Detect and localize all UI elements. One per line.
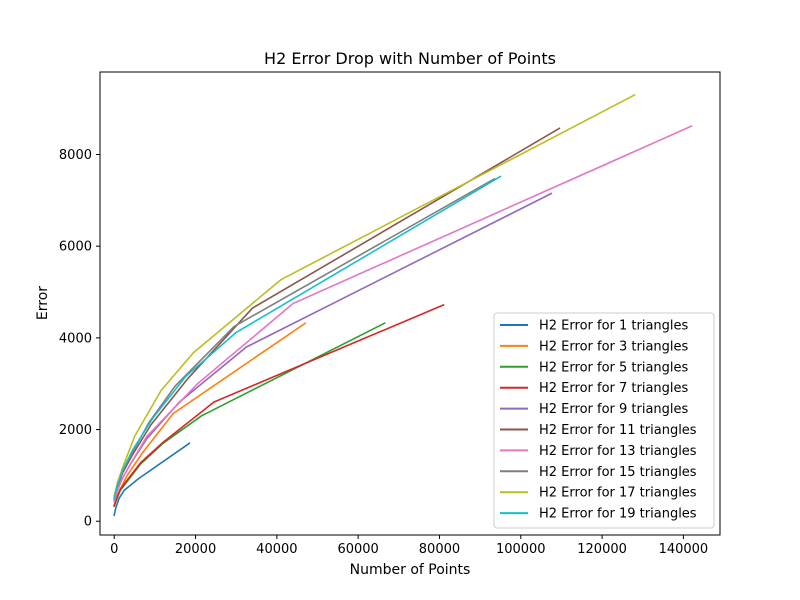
series-line-7 [113,125,693,503]
legend-label-3: H2 Error for 5 triangles [539,360,689,375]
y-axis-ticks: 0 2000 4000 6000 8000 [59,148,100,530]
chart-title: H2 Error Drop with Number of Points [264,49,556,68]
series-line-4 [113,303,445,507]
y-tick-label: 2000 [59,423,92,438]
x-axis-ticks: 0 20000 40000 60000 80000 100000 120000 140000 [110,535,708,557]
legend-label-5: H2 Error for 9 triangles [539,402,689,417]
legend-box [493,312,715,529]
series-line-1 [113,442,191,517]
plot-frame [99,71,721,536]
legend-label-4: H2 Error for 7 triangles [539,381,689,396]
y-axis-label: Error [35,286,51,320]
legend-label-1: H2 Error for 1 triangles [539,319,689,334]
x-tick-label: 100000 [496,542,546,557]
y-tick-label: 8000 [59,148,92,163]
legend-label-2: H2 Error for 3 triangles [539,339,689,354]
x-tick-label: 40000 [256,542,297,557]
legend-label-7: H2 Error for 13 triangles [539,444,697,459]
y-tick-label: 6000 [59,240,92,255]
y-tick-label: 4000 [59,331,92,346]
y-tick-label: 0 [84,515,92,530]
legend-label-10: H2 Error for 19 triangles [539,507,697,522]
legend-label-6: H2 Error for 11 triangles [539,423,697,438]
series-line-9 [113,93,636,497]
legend-label-8: H2 Error for 15 triangles [539,465,697,480]
x-tick-label: 0 [110,542,118,557]
legend-label-9: H2 Error for 17 triangles [539,486,697,501]
legend: H2 Error for 1 triangles H2 Error for 3 t… [493,312,715,529]
x-tick-label: 140000 [659,542,709,557]
x-tick-label: 20000 [175,542,216,557]
x-tick-label: 80000 [419,542,460,557]
series-layer [113,93,693,517]
x-tick-label: 60000 [337,542,378,557]
x-tick-label: 120000 [577,542,627,557]
series-line-10 [113,175,502,500]
x-axis-label: Number of Points [350,562,471,578]
